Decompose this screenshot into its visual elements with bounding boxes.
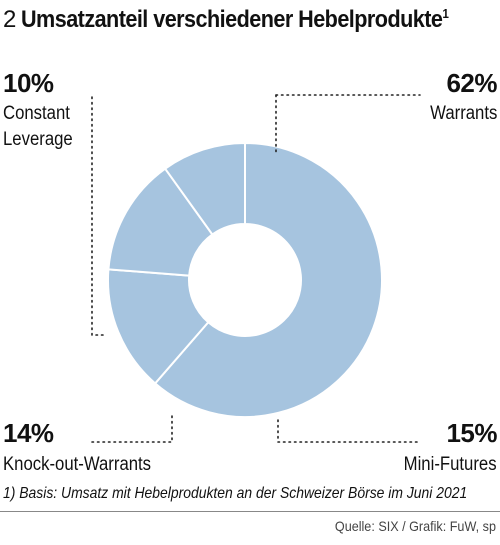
figure-number: 2 bbox=[3, 6, 17, 33]
constant-leverage-percent: 10% bbox=[3, 68, 54, 98]
leader-knockout bbox=[91, 411, 173, 443]
leader-lines bbox=[91, 94, 421, 443]
slice-warrants bbox=[153, 141, 383, 418]
leader-mini-futures bbox=[277, 419, 419, 443]
slice-mini-futures bbox=[107, 268, 210, 385]
constant-leverage-label-line1: Constant bbox=[3, 103, 70, 124]
knockout-warrants-percent: 14% bbox=[3, 418, 54, 448]
mini-futures-percent: 15% bbox=[446, 418, 497, 448]
divider bbox=[0, 511, 500, 512]
leader-constant-leverage bbox=[91, 96, 107, 336]
knockout-warrants-label: Knock-out-Warrants bbox=[3, 454, 152, 475]
mini-futures-label: Mini-Futures bbox=[404, 454, 497, 475]
chart-header: 2 Umsatzanteil verschiedener Hebelproduk… bbox=[3, 6, 496, 34]
warrants-label: Warrants bbox=[429, 103, 497, 124]
constant-leverage-label-line2: Leverage bbox=[3, 129, 73, 150]
warrants-percent: 62% bbox=[446, 68, 497, 98]
source-credit: Quelle: SIX / Grafik: FuW, sp bbox=[334, 518, 496, 534]
donut-slices bbox=[107, 141, 383, 418]
chart-title-text: Umsatzanteil verschiedener Hebelprodukte bbox=[20, 6, 443, 33]
title-footnote-mark: 1 bbox=[442, 6, 449, 21]
footnote: 1) Basis: Umsatz mit Hebelprodukten an d… bbox=[3, 485, 468, 502]
chart-title: Umsatzanteil verschiedener Hebelprodukte… bbox=[20, 6, 449, 34]
slice-knock-out-warrants bbox=[107, 167, 214, 277]
slice-constant-leverage bbox=[163, 141, 246, 236]
